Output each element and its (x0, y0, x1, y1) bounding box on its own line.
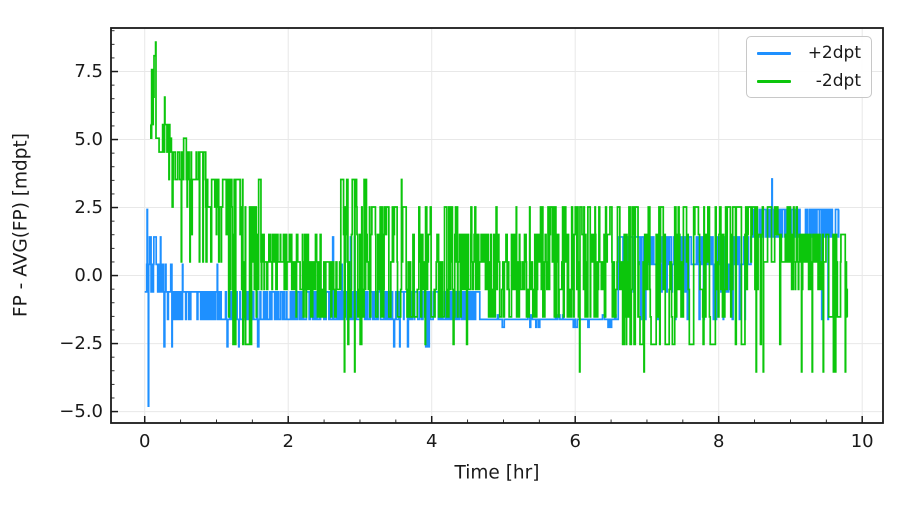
x-tick-label: 10 (850, 431, 874, 452)
x-tick-label: 6 (569, 431, 581, 452)
legend-line-sample-green (757, 79, 791, 83)
x-tick-label: 2 (282, 431, 294, 452)
legend-label-minus2dpt: -2dpt (815, 71, 861, 91)
y-tick-label: −5.0 (59, 400, 103, 422)
legend-line-sample-blue (757, 51, 791, 55)
legend-item-minus2dpt: -2dpt (757, 71, 861, 91)
x-axis-label: Time [hr] (454, 462, 540, 484)
legend-item-plus2dpt: +2dpt (757, 43, 861, 63)
y-tick-label: 7.5 (74, 60, 103, 82)
y-tick-label: 5.0 (74, 128, 103, 150)
y-tick-label: −2.5 (59, 332, 103, 354)
x-tick-label: 0 (138, 431, 151, 452)
y-axis-label: FP - AVG(FP) [mdpt] (10, 132, 32, 318)
legend: +2dpt -2dpt (746, 36, 872, 98)
x-tick-label: 4 (425, 431, 438, 452)
x-tick-label: 8 (712, 431, 725, 452)
legend-label-plus2dpt: +2dpt (807, 43, 861, 63)
y-tick-label: 2.5 (74, 196, 103, 218)
y-tick-label: 0.0 (74, 264, 103, 286)
